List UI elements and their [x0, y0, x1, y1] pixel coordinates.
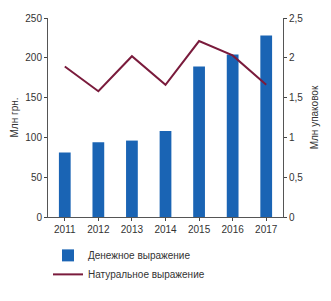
svg-text:2017: 2017	[255, 224, 278, 235]
svg-text:2: 2	[289, 52, 295, 63]
svg-text:50: 50	[31, 172, 43, 183]
svg-text:2012: 2012	[87, 224, 110, 235]
svg-text:1,5: 1,5	[289, 92, 303, 103]
svg-text:2011: 2011	[54, 224, 76, 235]
svg-text:2,5: 2,5	[289, 13, 303, 24]
svg-text:2015: 2015	[188, 224, 211, 235]
svg-text:0: 0	[36, 212, 42, 223]
svg-text:2013: 2013	[121, 224, 144, 235]
svg-text:250: 250	[25, 13, 42, 24]
svg-text:0: 0	[289, 212, 295, 223]
svg-text:100: 100	[25, 132, 42, 143]
svg-text:1: 1	[289, 132, 295, 143]
svg-text:2016: 2016	[222, 224, 245, 235]
svg-text:Млн упаковок: Млн упаковок	[309, 85, 320, 149]
svg-text:200: 200	[25, 52, 42, 63]
svg-text:0,5: 0,5	[289, 172, 303, 183]
svg-text:Денежное выражение: Денежное выражение	[88, 250, 190, 261]
svg-text:2014: 2014	[154, 224, 177, 235]
svg-text:150: 150	[25, 92, 42, 103]
svg-text:Натуральное выражение: Натуральное выражение	[88, 269, 205, 280]
svg-text:Млн грн.: Млн грн.	[9, 98, 20, 138]
